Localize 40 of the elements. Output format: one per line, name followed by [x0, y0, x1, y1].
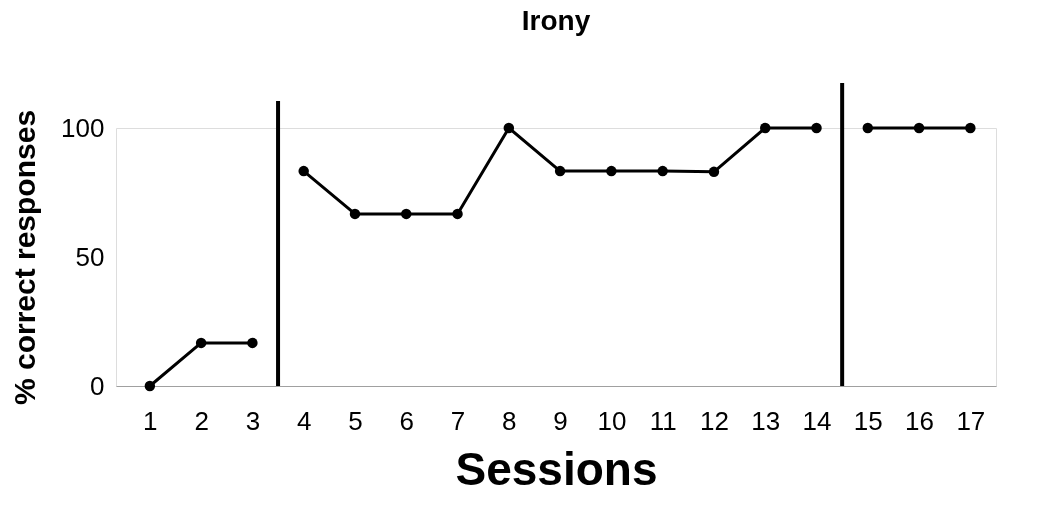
- x-tick-label: 6: [399, 405, 414, 436]
- y-axis-title: % correct responses: [8, 109, 42, 406]
- x-tick-label: 7: [450, 405, 466, 436]
- x-tick-label: 13: [751, 405, 781, 436]
- x-tick-label: 9: [553, 405, 568, 436]
- x-tick-label: 2: [194, 405, 209, 436]
- point: [965, 122, 976, 134]
- x-axis-title: Sessions: [455, 442, 658, 495]
- point: [606, 165, 617, 177]
- point: [349, 208, 361, 220]
- x-tick-label: 17: [956, 405, 986, 436]
- point: [708, 166, 720, 178]
- point: [913, 122, 925, 134]
- x-tick-label: 15: [853, 405, 883, 436]
- x-tick-label: 8: [502, 405, 517, 436]
- point: [195, 337, 207, 349]
- point: [862, 122, 874, 134]
- x-tick-label: 16: [905, 405, 935, 436]
- x-tick-label: 1: [143, 405, 158, 436]
- point: [247, 337, 258, 349]
- x-tick-label: 12: [699, 405, 729, 436]
- y-tick-label: 50: [75, 241, 105, 272]
- chart-title: Irony: [521, 5, 591, 36]
- point: [759, 122, 771, 134]
- x-tick-label: 10: [597, 405, 627, 436]
- x-tick-label: 5: [348, 405, 363, 436]
- y-tick-label: 100: [61, 112, 105, 143]
- point: [811, 122, 822, 134]
- point: [554, 165, 566, 177]
- y-tick-label: 0: [90, 370, 105, 401]
- point: [657, 165, 668, 177]
- point: [503, 122, 515, 134]
- x-tick-label: 4: [296, 405, 312, 436]
- point: [144, 380, 156, 392]
- point: [401, 208, 412, 220]
- x-tick-label: 11: [649, 405, 677, 436]
- x-tick-label: 3: [245, 405, 261, 436]
- x-tick-label: 14: [802, 405, 832, 436]
- point: [298, 165, 309, 177]
- point: [452, 208, 463, 220]
